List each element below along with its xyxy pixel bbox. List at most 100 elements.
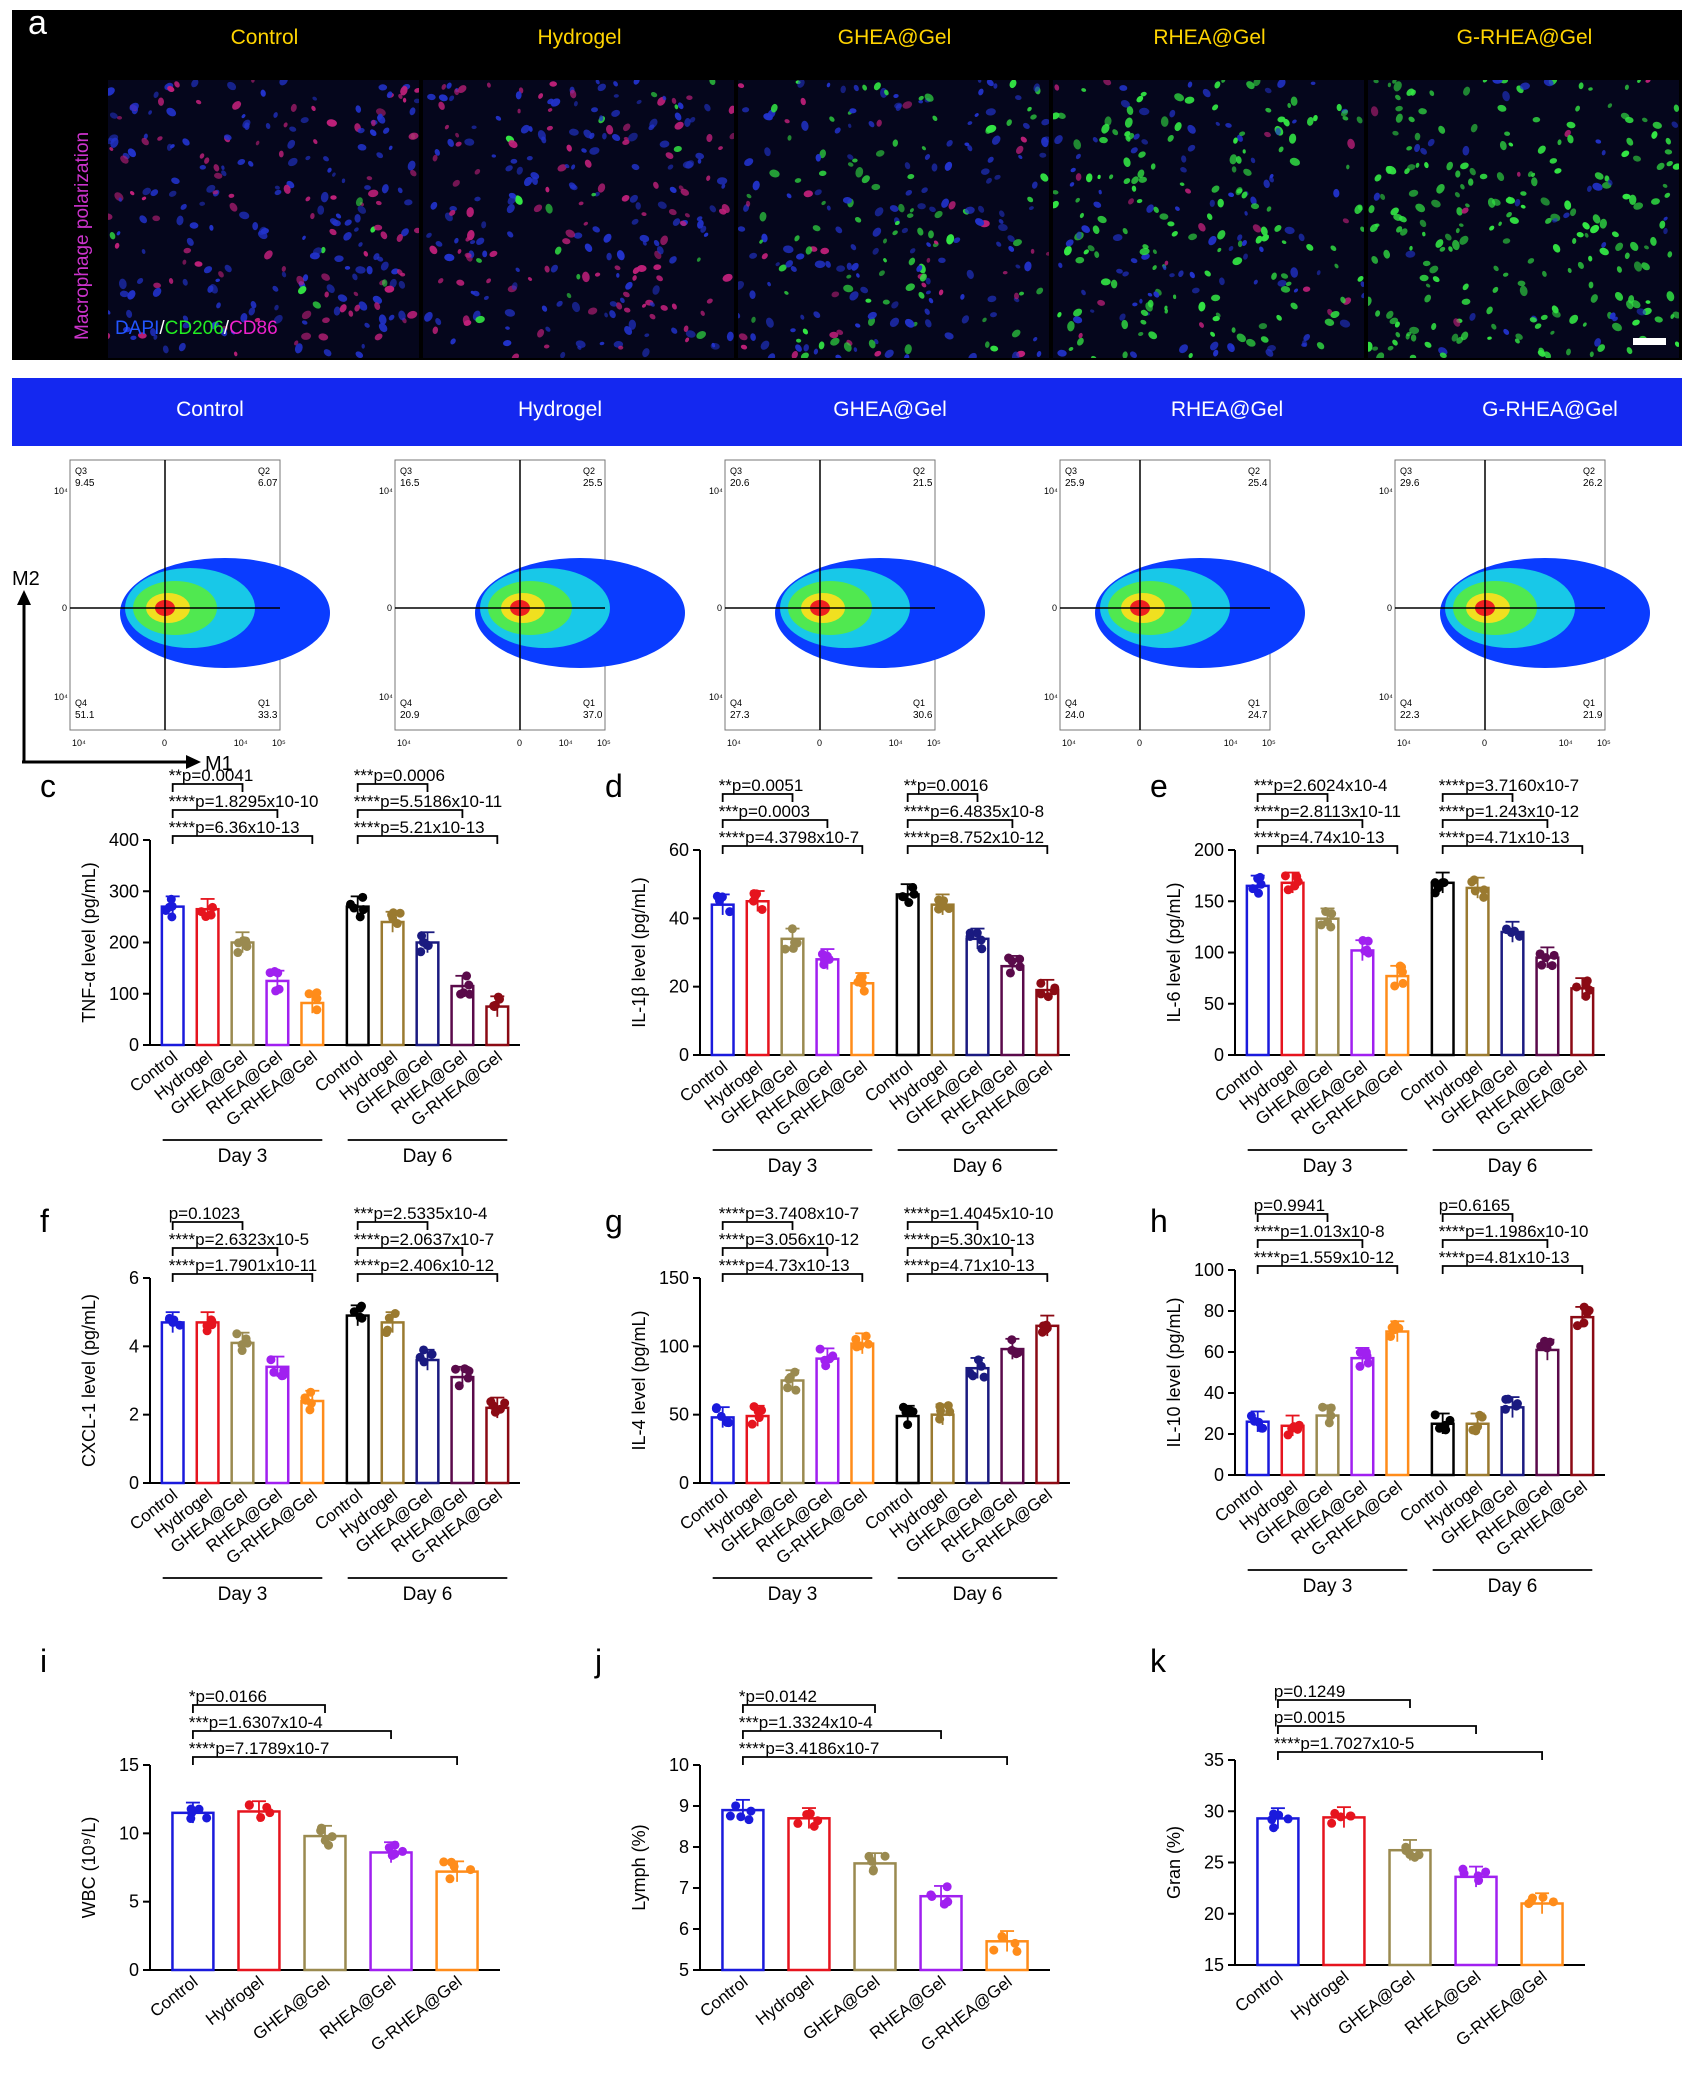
- data-point: [1390, 981, 1400, 991]
- sig-label: *p=0.0166: [189, 1687, 267, 1706]
- data-point: [1321, 907, 1331, 917]
- cell-nucleus: [1576, 232, 1584, 238]
- cell-nucleus: [1027, 196, 1034, 203]
- data-point: [972, 928, 982, 938]
- data-point: [1547, 961, 1557, 971]
- cell-nucleus: [462, 315, 470, 326]
- data-point: [345, 899, 355, 909]
- cell-nucleus: [1078, 332, 1083, 339]
- cell-nucleus: [1333, 188, 1340, 198]
- cell-nucleus: [1564, 200, 1572, 210]
- cell-nucleus: [320, 246, 326, 254]
- cell-nucleus: [1130, 351, 1137, 358]
- cell-nucleus: [562, 238, 571, 245]
- quadrant-value: 21.9: [1583, 710, 1603, 721]
- cell-nucleus: [1146, 204, 1154, 213]
- cell-nucleus: [457, 85, 467, 94]
- cell-nucleus: [1392, 339, 1398, 346]
- cell-nucleus: [1491, 323, 1497, 330]
- cell-nucleus: [1072, 316, 1083, 324]
- cell-nucleus: [847, 162, 854, 167]
- cell-nucleus: [523, 176, 533, 187]
- cell-nucleus: [139, 215, 148, 224]
- cell-nucleus: [1159, 213, 1169, 220]
- cell-nucleus: [407, 310, 418, 319]
- cell-nucleus: [129, 190, 135, 196]
- sig-label: ****p=3.7408x10-7: [719, 1204, 859, 1223]
- cell-nucleus: [642, 240, 647, 246]
- cell-nucleus: [1210, 341, 1219, 351]
- cell-nucleus: [1090, 309, 1095, 313]
- cell-nucleus: [669, 186, 677, 194]
- data-point: [976, 935, 986, 945]
- data-point: [717, 892, 727, 902]
- data-point: [1528, 1893, 1538, 1903]
- y-tick-label: 8: [679, 1837, 689, 1857]
- cell-nucleus: [1414, 132, 1421, 141]
- cell-nucleus: [1263, 179, 1270, 189]
- cell-nucleus: [852, 158, 858, 163]
- micrograph-image: [103, 76, 422, 359]
- data-point: [390, 1849, 400, 1859]
- cell-nucleus: [1365, 341, 1373, 352]
- sig-bracket: [721, 845, 864, 854]
- cell-nucleus: [1406, 146, 1413, 151]
- cell-nucleus: [1097, 174, 1101, 180]
- sig-label: p=0.9941: [1254, 1196, 1325, 1215]
- cell-nucleus: [1393, 81, 1402, 92]
- sig-bracket: [1441, 793, 1514, 802]
- data-point: [863, 1339, 873, 1349]
- data-point: [790, 938, 800, 948]
- panel-a-side-label: Macrophage polarization: [72, 131, 93, 340]
- cell-nucleus: [1052, 190, 1059, 195]
- sig-label: ****p=7.1789x10-7: [189, 1739, 329, 1758]
- data-point: [1015, 962, 1025, 972]
- sig-bracket: [906, 1273, 1049, 1282]
- y-axis-label: IL-10 level (pg/mL): [1164, 1297, 1184, 1447]
- cell-nucleus: [1231, 166, 1237, 173]
- cell-nucleus: [486, 278, 492, 284]
- cell-nucleus: [576, 273, 581, 280]
- cell-nuclei: [1364, 75, 1682, 362]
- cell-nucleus: [203, 266, 213, 274]
- data-point: [939, 1899, 949, 1909]
- micrograph-bg: [738, 80, 1049, 358]
- cell-nucleus: [835, 226, 843, 234]
- xtick-e5: 10⁵: [272, 738, 286, 748]
- cell-nucleus: [583, 221, 589, 226]
- data-point: [1430, 1410, 1440, 1420]
- cell-nucleus: [371, 119, 376, 127]
- cell-nucleus: [543, 344, 550, 349]
- cell-nucleus: [889, 317, 900, 327]
- quadrant-name: Q2: [1583, 466, 1595, 476]
- data-point: [244, 1800, 254, 1810]
- cell-nucleus: [404, 199, 413, 206]
- cell-nucleus: [1504, 131, 1511, 136]
- cell-nucleus: [467, 229, 475, 241]
- data-point: [1010, 1938, 1020, 1948]
- cell-nucleus: [287, 139, 296, 149]
- cell-nucleus: [1336, 103, 1342, 112]
- cell-nucleus: [1650, 236, 1657, 246]
- y-tick-label: 50: [669, 1405, 689, 1425]
- cell-nucleus: [1253, 279, 1258, 285]
- chart-label: i: [40, 1643, 47, 1679]
- cell-nucleus: [1432, 276, 1440, 283]
- cell-nucleus: [1582, 322, 1587, 327]
- cell-nucleus: [1405, 250, 1416, 258]
- cell-nucleus: [649, 302, 655, 307]
- micrograph-hydrogel: [423, 77, 737, 361]
- cell-nucleus: [791, 350, 798, 359]
- cell-nucleus: [157, 97, 165, 106]
- cell-nucleus: [1051, 200, 1059, 209]
- cell-nucleus: [142, 187, 151, 196]
- cell-nucleus: [516, 166, 523, 175]
- chart-label: d: [605, 768, 623, 804]
- cell-nucleus: [339, 304, 347, 313]
- sig-label: ***p=0.0003: [719, 802, 810, 821]
- cell-nucleus: [199, 201, 206, 206]
- cell-nucleus: [840, 85, 846, 94]
- cell-nucleus: [854, 216, 862, 223]
- cell-nucleus: [1656, 162, 1665, 171]
- cell-nucleus: [1212, 315, 1220, 322]
